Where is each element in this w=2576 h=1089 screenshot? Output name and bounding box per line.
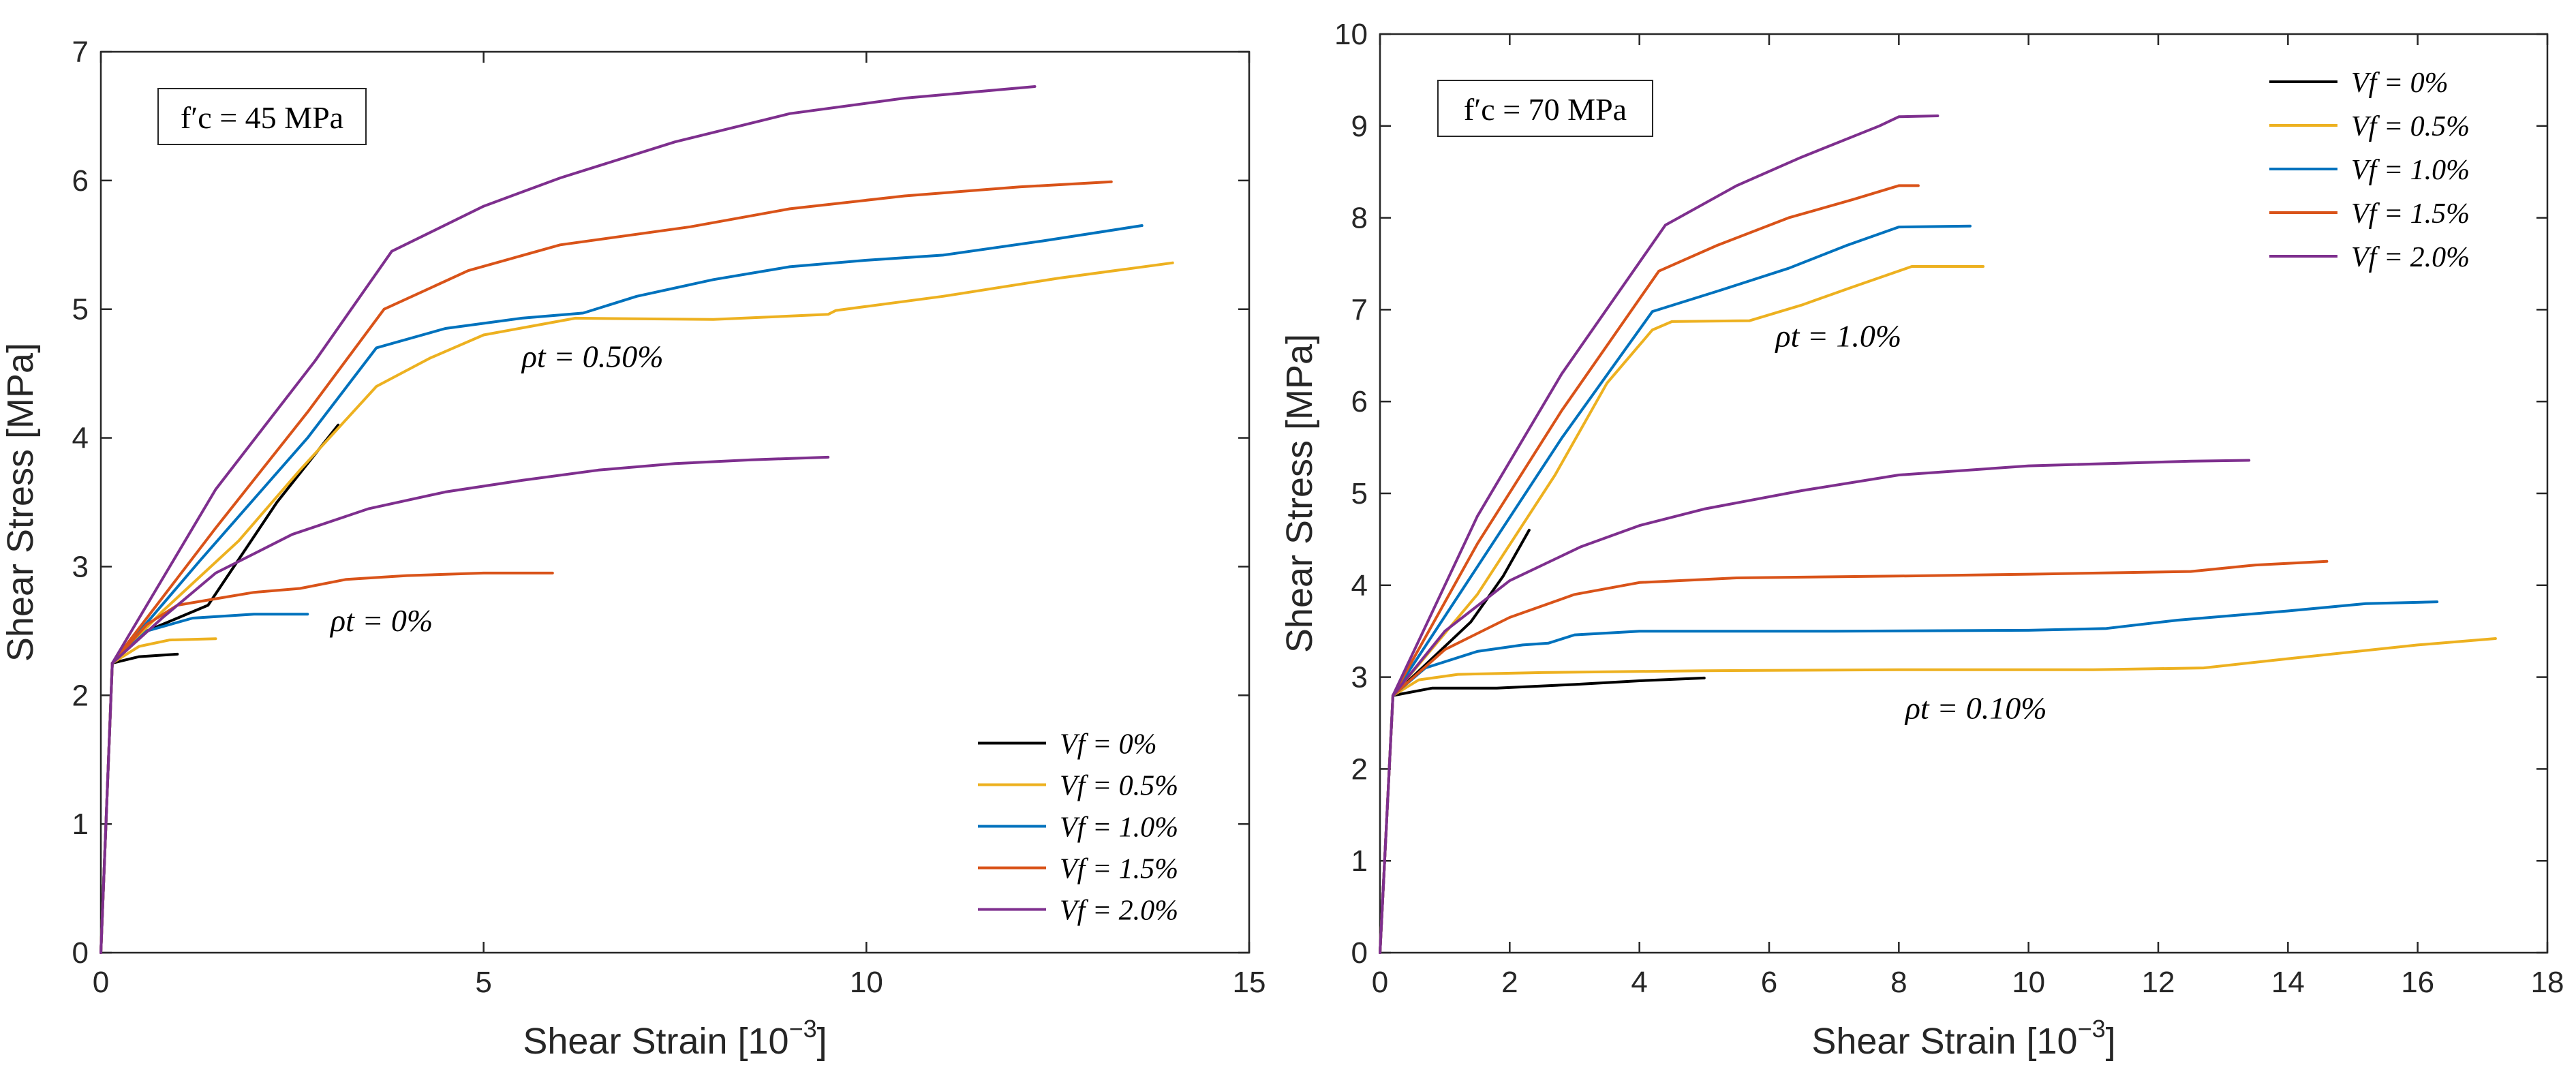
series-line xyxy=(1392,114,1939,697)
y-tick-label: 8 xyxy=(1351,202,1368,235)
series-line xyxy=(1379,459,2251,954)
x-tick-label: 4 xyxy=(1631,966,1647,999)
y-tick-label: 5 xyxy=(1351,477,1368,510)
annotation-label: ρt = 1.0% xyxy=(1775,318,1902,353)
chart-panel-1: 0 5 10 15 0 1 2 3 4 5 6 7 Shear Strain [10−3] Shear S… xyxy=(0,35,1266,1062)
plot-area-frame xyxy=(99,50,1251,954)
x-tick-label: 6 xyxy=(1761,966,1777,999)
x-tick-label: 8 xyxy=(1890,966,1907,999)
y-tick-label: 3 xyxy=(1351,661,1368,694)
x-tick-label: 10 xyxy=(2012,966,2045,999)
y-tick-label: 0 xyxy=(1351,936,1368,970)
concrete-strength-box xyxy=(157,88,367,145)
legend-entry: Vf = 1.0% xyxy=(1060,812,1178,844)
x-tick-label: 5 xyxy=(475,966,491,999)
annotation-label: ρt = 0% xyxy=(329,603,433,638)
series-line xyxy=(99,571,554,954)
x-tick-label: 10 xyxy=(850,966,883,999)
series-5 xyxy=(99,85,1037,954)
concrete-strength-box xyxy=(1437,80,1653,137)
y-tick-label: 10 xyxy=(1334,18,1368,51)
series-line xyxy=(1379,637,2497,954)
y-tick-label: 0 xyxy=(72,936,89,970)
legend-entry: Vf = 1.5% xyxy=(2351,198,2470,230)
legend-entry: Vf = 2.0% xyxy=(1060,895,1178,927)
y-axis-label: Shear Stress [MPa] xyxy=(1279,334,1320,653)
concrete-strength-label: f′c = 70 MPa xyxy=(1464,92,1627,127)
y-tick-label: 6 xyxy=(72,164,89,198)
x-tick-label: 14 xyxy=(2271,966,2305,999)
legend-entry: Vf = 1.5% xyxy=(1060,854,1178,885)
legend-entry: Vf = 0% xyxy=(1060,729,1157,761)
series-5 xyxy=(1379,114,2251,954)
series-line xyxy=(110,224,1144,665)
legend-entry: Vf = 2.0% xyxy=(2351,242,2470,273)
x-tick-label: 15 xyxy=(1233,966,1266,999)
x-tick-label: 0 xyxy=(1372,966,1388,999)
plot-area-frame xyxy=(1379,33,2549,954)
legend: Vf = 0% Vf = 0.5% Vf = 1.0% Vf = 1.5% Vf = 2… xyxy=(2269,67,2470,273)
x-tick-label: 2 xyxy=(1501,966,1518,999)
series-line xyxy=(110,261,1174,665)
x-tick-label: 12 xyxy=(2142,966,2175,999)
series-line xyxy=(110,180,1113,665)
annotation-label: ρt = 0.50% xyxy=(521,339,664,374)
legend-entry: Vf = 0% xyxy=(2351,67,2449,99)
y-tick-label: 2 xyxy=(72,679,89,712)
series-4 xyxy=(1379,184,2329,954)
x-tick-label: 18 xyxy=(2531,966,2564,999)
x-axis-label: Shear Strain [10−3] xyxy=(523,1015,827,1062)
x-tick-label: 16 xyxy=(2401,966,2434,999)
series-line xyxy=(1392,224,1972,697)
y-tick-label: 3 xyxy=(72,550,89,583)
annotation-label: ρt = 0.10% xyxy=(1904,690,2047,725)
series-3 xyxy=(1379,224,2439,954)
y-tick-label: 1 xyxy=(72,808,89,841)
y-tick-label: 4 xyxy=(72,422,89,455)
y-tick-label: 1 xyxy=(1351,844,1368,878)
legend-entry: Vf = 0.5% xyxy=(2351,111,2470,142)
x-tick-label: 0 xyxy=(93,966,109,999)
series-line xyxy=(1392,184,1920,697)
y-tick-label: 5 xyxy=(72,293,89,326)
concrete-strength-label: f′c = 45 MPa xyxy=(181,100,343,135)
y-tick-label: 9 xyxy=(1351,110,1368,143)
legend-entry: Vf = 0.5% xyxy=(1060,771,1178,802)
series-2 xyxy=(1379,265,2497,954)
series-4 xyxy=(99,180,1113,954)
y-axis-label: Shear Stress [MPa] xyxy=(0,343,41,662)
legend-entry: Vf = 1.0% xyxy=(2351,155,2470,186)
series-line xyxy=(1379,600,2439,954)
legend: Vf = 0% Vf = 0.5% Vf = 1.0% Vf = 1.5% Vf = 2… xyxy=(978,729,1178,927)
y-tick-label: 4 xyxy=(1351,569,1368,602)
y-tick-label: 2 xyxy=(1351,752,1368,786)
x-axis-label: Shear Strain [10−3] xyxy=(1811,1015,2115,1062)
series-line xyxy=(1392,265,1985,697)
series-line xyxy=(99,455,830,954)
y-tick-label: 7 xyxy=(1351,293,1368,326)
series-line xyxy=(110,85,1037,665)
y-tick-label: 7 xyxy=(72,35,89,69)
y-tick-label: 6 xyxy=(1351,385,1368,418)
series-line xyxy=(1379,559,2329,954)
